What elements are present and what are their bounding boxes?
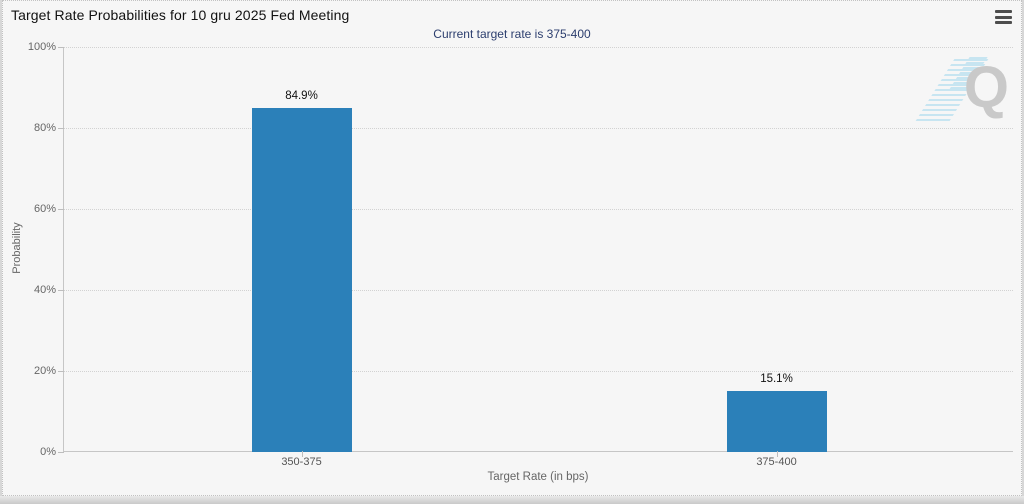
menu-bar (995, 10, 1012, 13)
menu-bar (995, 21, 1012, 24)
plot-area: 0% 20% 40% 60% 80% 100% 84.9% 350-375 15.1% 375-4… (28, 41, 1013, 468)
bar-value-label: 84.9% (285, 90, 318, 103)
x-tick-label: 350-375 (281, 456, 322, 468)
chart-subtitle: Current target rate is 375-400 (433, 27, 591, 41)
y-tick-label: 0% (40, 446, 56, 458)
hamburger-menu-icon[interactable] (995, 10, 1012, 24)
y-tick-label: 100% (27, 41, 56, 53)
bottom-edge-strip (0, 496, 1024, 504)
gridline (64, 47, 1013, 48)
y-tick (58, 128, 64, 129)
bar-350-375[interactable] (251, 108, 352, 452)
chart-title: Target Rate Probabilities for 10 gru 202… (11, 7, 350, 23)
y-tick-label: 40% (33, 284, 56, 296)
menu-bar (995, 15, 1012, 19)
y-tick (58, 371, 64, 372)
bar-375-400[interactable] (726, 390, 827, 452)
bar-value-label: 15.1% (760, 372, 793, 385)
gridline (64, 371, 1013, 372)
gridline (64, 128, 1013, 129)
y-tick (58, 47, 64, 48)
x-axis-title: Target Rate (in bps) (487, 471, 589, 483)
y-tick (58, 209, 64, 210)
y-tick (58, 290, 64, 291)
x-tick (301, 451, 303, 457)
y-tick-label: 60% (33, 203, 56, 215)
x-tick (776, 451, 778, 457)
x-tick-label: 375-400 (756, 456, 797, 468)
y-tick (58, 452, 64, 453)
y-tick-label: 80% (33, 122, 56, 134)
gridline (64, 209, 1013, 210)
y-axis-title: Probability (11, 222, 23, 274)
gridline (64, 290, 1013, 291)
y-tick-label: 20% (33, 365, 56, 377)
